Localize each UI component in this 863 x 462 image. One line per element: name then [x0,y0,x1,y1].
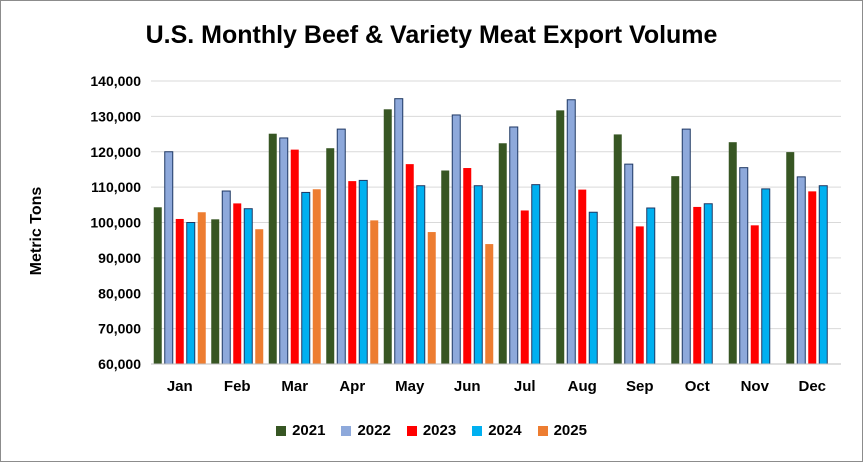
x-tick-label: Mar [281,378,308,395]
bar [693,206,702,364]
x-tick-label: Oct [685,378,710,395]
y-tick-label: 120,000 [90,144,141,160]
legend-label: 2024 [488,422,522,439]
legend-swatch [276,425,287,436]
y-tick-label: 80,000 [98,285,141,301]
bar [348,181,357,364]
bar [312,189,321,364]
legend-item: 2021 [276,422,325,439]
bar [613,134,622,364]
legend-label: 2023 [422,422,457,439]
bar [255,229,264,364]
y-tick-label: 140,000 [90,73,141,89]
bar [635,226,644,364]
bar [578,189,587,364]
bar [405,164,414,364]
legend-label: 2025 [553,422,587,439]
bar [739,167,749,365]
legend-swatch [472,425,483,436]
bar [463,168,472,364]
y-tick-label: 130,000 [90,108,141,124]
bar-chart-plot: 60,000 70,000 80,000 90,000 100,000 110,000 12… [90,73,841,395]
legend-item: 2022 [341,422,391,439]
bar [441,170,450,364]
bar [703,203,713,365]
x-tick-label: Feb [224,378,251,395]
bar [416,185,426,365]
bar [818,185,828,365]
bar [671,176,680,364]
bar [427,232,436,364]
bar [394,98,404,365]
bar [761,188,771,365]
bar [624,163,634,365]
bar [358,179,368,365]
bar [175,218,184,364]
bar [681,128,691,365]
x-tick-label: Jan [167,378,193,395]
bar [279,137,289,365]
legend-item: 2024 [472,422,522,439]
x-tick-label: Dec [798,378,826,395]
bar [485,244,494,364]
bar [268,133,277,364]
bar [750,225,759,364]
bar [383,109,392,364]
x-tick-label: Aug [568,378,597,395]
bar [556,110,565,364]
bar [326,148,335,364]
chart-title: U.S. Monthly Beef & Variety Meat Export … [145,21,718,49]
legend-item: 2023 [406,422,457,439]
legend-swatch [341,425,352,436]
y-tick-label: 70,000 [98,321,141,337]
bar [646,207,656,365]
x-tick-label: May [395,378,425,395]
legend-swatch [406,425,417,436]
bar [153,207,162,364]
bar [473,185,483,365]
bar [786,152,795,364]
y-tick-label: 60,000 [98,356,141,372]
legend-swatch [537,425,548,436]
y-tick-label: 100,000 [90,215,141,231]
legend-item: 2025 [537,422,587,439]
bar [290,149,299,364]
bar [243,208,253,365]
bar [520,210,529,364]
bar [451,114,461,365]
bar [796,176,806,365]
bar [164,151,174,365]
x-tick-label: Apr [339,378,365,395]
bar [301,191,311,365]
x-tick-label: Jul [514,378,536,395]
bar [370,220,379,364]
bar [509,126,519,365]
y-tick-label: 110,000 [91,179,141,195]
bar [186,222,196,365]
bar [808,191,817,364]
x-tick-label: Sep [626,378,654,395]
bar [221,190,231,365]
bar [588,211,598,365]
legend-label: 2021 [292,422,326,439]
y-tick-label: 90,000 [98,250,141,266]
legend: 2021 2022 2023 2024 2025 [1,422,862,439]
bar [728,142,737,364]
bar [211,219,220,364]
x-tick-label: Jun [454,378,481,395]
legend-label: 2022 [357,422,391,439]
x-tick-label: Nov [741,378,770,395]
bar [531,184,541,365]
bar [336,128,346,365]
bar [233,203,242,364]
bar [498,143,507,364]
bar [566,99,576,365]
bar [197,212,206,364]
